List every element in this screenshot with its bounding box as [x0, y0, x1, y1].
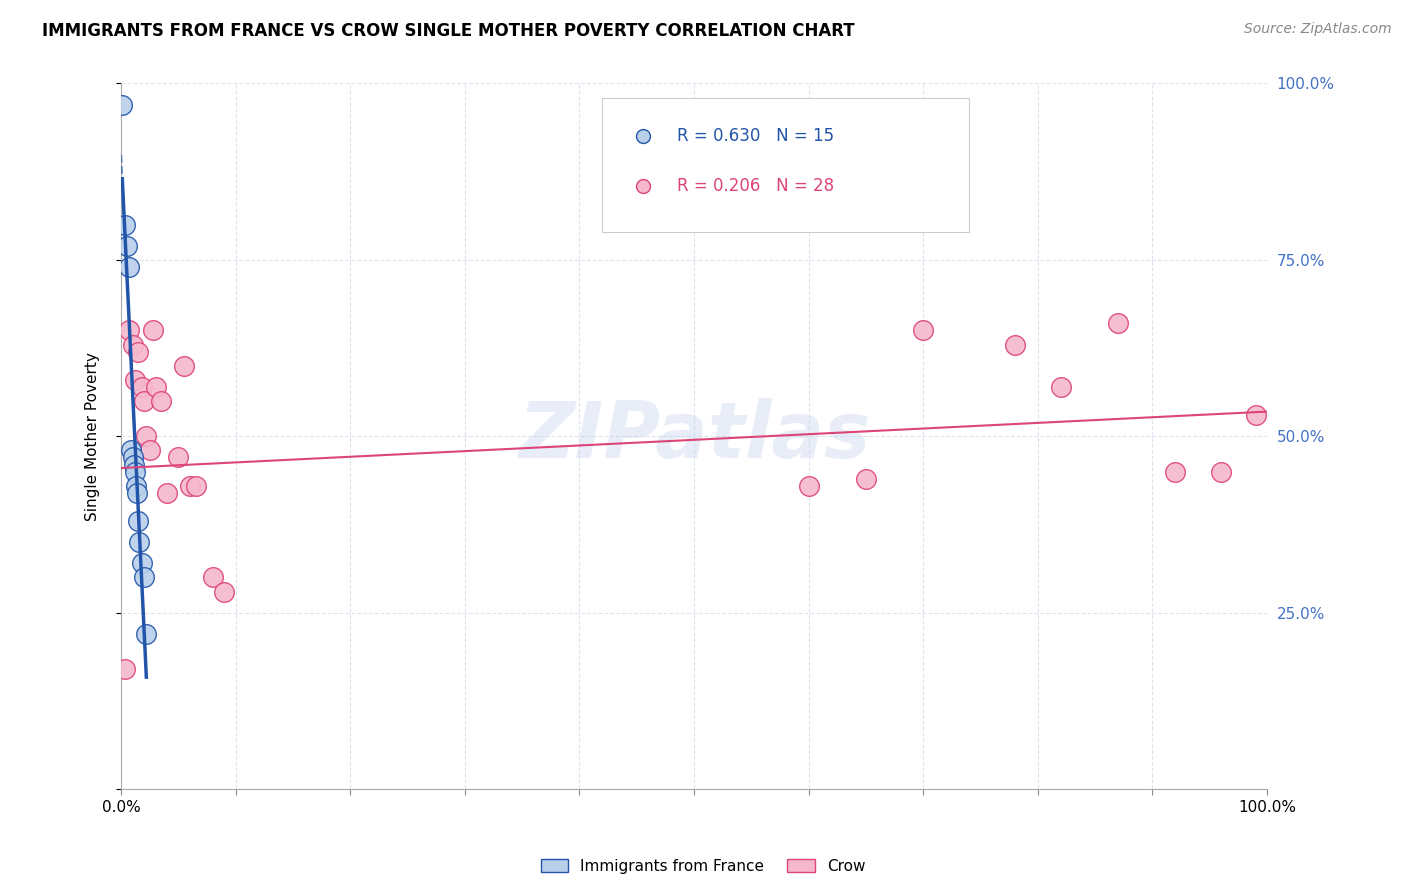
Point — [120, 443, 142, 458]
Point — [135, 627, 157, 641]
FancyBboxPatch shape — [602, 97, 969, 232]
Point — [114, 662, 136, 676]
Point — [142, 323, 165, 337]
Point — [131, 380, 153, 394]
Point — [1107, 317, 1129, 331]
Point — [118, 323, 141, 337]
Point — [118, 260, 141, 274]
Point — [139, 443, 162, 458]
Text: R = 0.630   N = 15: R = 0.630 N = 15 — [676, 128, 834, 145]
Point — [125, 478, 148, 492]
Y-axis label: Single Mother Poverty: Single Mother Poverty — [86, 351, 100, 521]
Point — [912, 323, 935, 337]
Text: Source: ZipAtlas.com: Source: ZipAtlas.com — [1244, 22, 1392, 37]
Point — [114, 218, 136, 232]
Point — [127, 344, 149, 359]
Point — [179, 478, 201, 492]
Point — [150, 394, 173, 409]
Point — [115, 239, 138, 253]
Point — [184, 478, 207, 492]
Point — [124, 465, 146, 479]
Point — [1004, 337, 1026, 351]
Point — [128, 535, 150, 549]
Point — [173, 359, 195, 373]
Point — [631, 178, 654, 193]
Point — [1049, 380, 1071, 394]
Point — [201, 570, 224, 584]
Point — [131, 557, 153, 571]
Point — [797, 478, 820, 492]
Point — [214, 584, 236, 599]
Text: IMMIGRANTS FROM FRANCE VS CROW SINGLE MOTHER POVERTY CORRELATION CHART: IMMIGRANTS FROM FRANCE VS CROW SINGLE MO… — [42, 22, 855, 40]
Text: R = 0.206   N = 28: R = 0.206 N = 28 — [676, 177, 834, 194]
Point — [631, 129, 654, 144]
Point — [132, 394, 155, 409]
Point — [132, 570, 155, 584]
Point — [121, 450, 143, 465]
Point — [121, 337, 143, 351]
Text: ZIPatlas: ZIPatlas — [517, 399, 870, 475]
Point — [127, 514, 149, 528]
Point — [1244, 408, 1267, 422]
Legend: Immigrants from France, Crow: Immigrants from France, Crow — [534, 853, 872, 880]
Point — [1211, 465, 1233, 479]
Point — [127, 485, 149, 500]
Point — [1164, 465, 1187, 479]
Point — [167, 450, 190, 465]
Point — [135, 429, 157, 443]
Point — [122, 458, 145, 472]
Point — [111, 97, 134, 112]
Point — [156, 485, 179, 500]
Point — [145, 380, 167, 394]
Point — [124, 373, 146, 387]
Point — [855, 472, 877, 486]
